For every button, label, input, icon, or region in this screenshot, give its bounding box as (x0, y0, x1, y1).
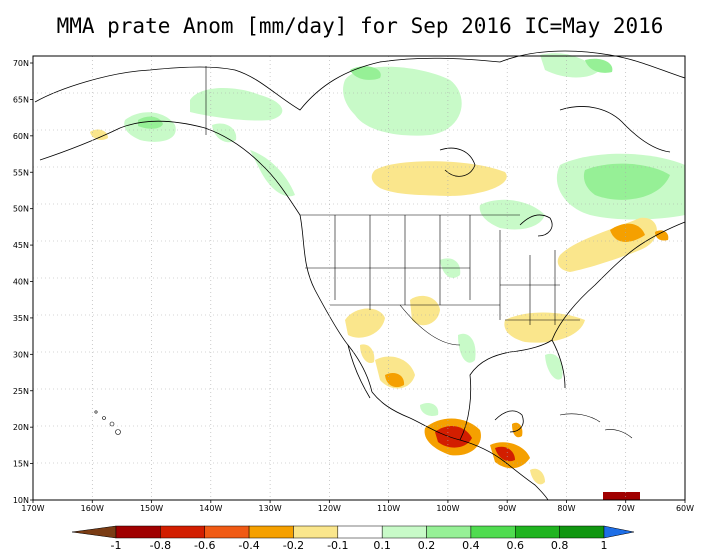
state-borders (205, 66, 580, 346)
wet-anomaly-alaska (190, 88, 283, 121)
dry-anomaly-southwest (345, 308, 385, 338)
lon-tick-label: 100W (436, 504, 459, 513)
lat-tick-label: 70N (13, 59, 29, 68)
wet-anomaly-mexico-pacific (420, 403, 439, 416)
colorbar-label: -0.1 (327, 539, 348, 550)
lon-tick-label: 130W (258, 504, 281, 513)
dry-anomaly-gulf-coast (385, 373, 405, 388)
colorbar-arrow-right (603, 525, 635, 539)
dry-anomaly-southeast (504, 312, 585, 343)
dry-anomaly-new-england (557, 217, 657, 272)
colorbar-segment (381, 525, 427, 539)
lon-tick-label: 170W (21, 504, 44, 513)
latitude-ticks: 70N 65N 60N 55N 50N 45N 40N 35N 30N 25N 20N 15N 10N (13, 59, 33, 505)
colorbar-arrow-left (71, 525, 117, 539)
lon-tick-label: 80W (557, 504, 575, 513)
lat-tick-label: 20N (13, 423, 29, 432)
colorbar-label: -0.8 (150, 539, 171, 550)
lon-tick-label: 60W (676, 504, 694, 513)
colorbar-label: -0.4 (238, 539, 259, 550)
colorbar-segment (470, 525, 516, 539)
dry-anomaly-colorado (410, 295, 440, 326)
colorbar-segment (559, 525, 605, 539)
lon-tick-label: 120W (318, 504, 341, 513)
anomaly-shading (90, 53, 685, 500)
wet-anomaly-hudson (540, 53, 600, 78)
wet-anomaly-canada-north (343, 66, 462, 136)
colorbar-label: -0.2 (283, 539, 304, 550)
lat-tick-label: 65N (13, 95, 29, 104)
lat-tick-label: 40N (13, 278, 29, 287)
lat-tick-label: 25N (13, 387, 29, 396)
wet-anomaly-texas (458, 333, 476, 363)
colorbar-label: 0.1 (373, 539, 391, 550)
colorbar-segment (293, 525, 339, 539)
lon-tick-label: 150W (140, 504, 163, 513)
colorbar-segment (160, 525, 205, 539)
colorbar-segment (248, 525, 294, 539)
colorbar-label: 0.8 (551, 539, 569, 550)
dry-anomaly-venezuela (603, 492, 640, 500)
lat-tick-label: 60N (13, 132, 29, 141)
lat-tick-label: 55N (13, 168, 29, 177)
dry-anomaly-panama (530, 468, 545, 485)
lon-tick-label: 160W (81, 504, 104, 513)
wet-anomaly-yukon (212, 123, 237, 143)
lat-tick-label: 45N (13, 241, 29, 250)
wet-anomaly-great-lakes (479, 199, 545, 230)
coastlines (34, 50, 686, 501)
dry-anomaly-central-canada (371, 161, 507, 196)
lon-tick-label: 110W (377, 504, 400, 513)
islands (94, 410, 633, 439)
map-title: MMA prate Anom [mm/day] for Sep 2016 IC=… (56, 14, 664, 38)
dry-anomaly-alaska (90, 129, 108, 140)
lat-tick-label: 30N (13, 350, 29, 359)
dry-anomaly-baja (360, 344, 375, 364)
colorbar-label: 0.2 (418, 539, 436, 550)
lon-tick-label: 140W (199, 504, 222, 513)
colorbar-segment (115, 525, 161, 539)
colorbar-segment (426, 525, 472, 539)
colorbar-label: -0.6 (194, 539, 215, 550)
lat-tick-label: 10N (13, 496, 29, 505)
colorbar-label: 1 (601, 539, 608, 550)
longitude-ticks: 170W 160W 150W 140W 130W 120W 110W 100W 90W 80W 70… (21, 500, 694, 513)
map-frame (32, 55, 686, 501)
lon-tick-label: 70W (617, 504, 635, 513)
lat-tick-label: 50N (13, 205, 29, 214)
wet-anomaly-bc-coast (250, 150, 295, 197)
colorbar-label: 0.6 (507, 539, 525, 550)
colorbar-label: 0.4 (462, 539, 480, 550)
dry-anomaly-nw-mexico (375, 356, 415, 389)
colorbar-segment (515, 525, 560, 539)
colorbar-segment (337, 525, 383, 539)
colorbar: -1 -0.8 -0.6 -0.4 -0.2 -0.1 0.1 0.2 0.4 0.6 0.8 1 (71, 525, 635, 550)
lon-tick-label: 90W (498, 504, 516, 513)
lat-tick-label: 35N (13, 314, 29, 323)
lat-tick-label: 15N (13, 460, 29, 469)
colorbar-segment (204, 525, 250, 539)
wet-anomaly-florida (545, 353, 563, 380)
colorbar-label: -1 (111, 539, 122, 550)
